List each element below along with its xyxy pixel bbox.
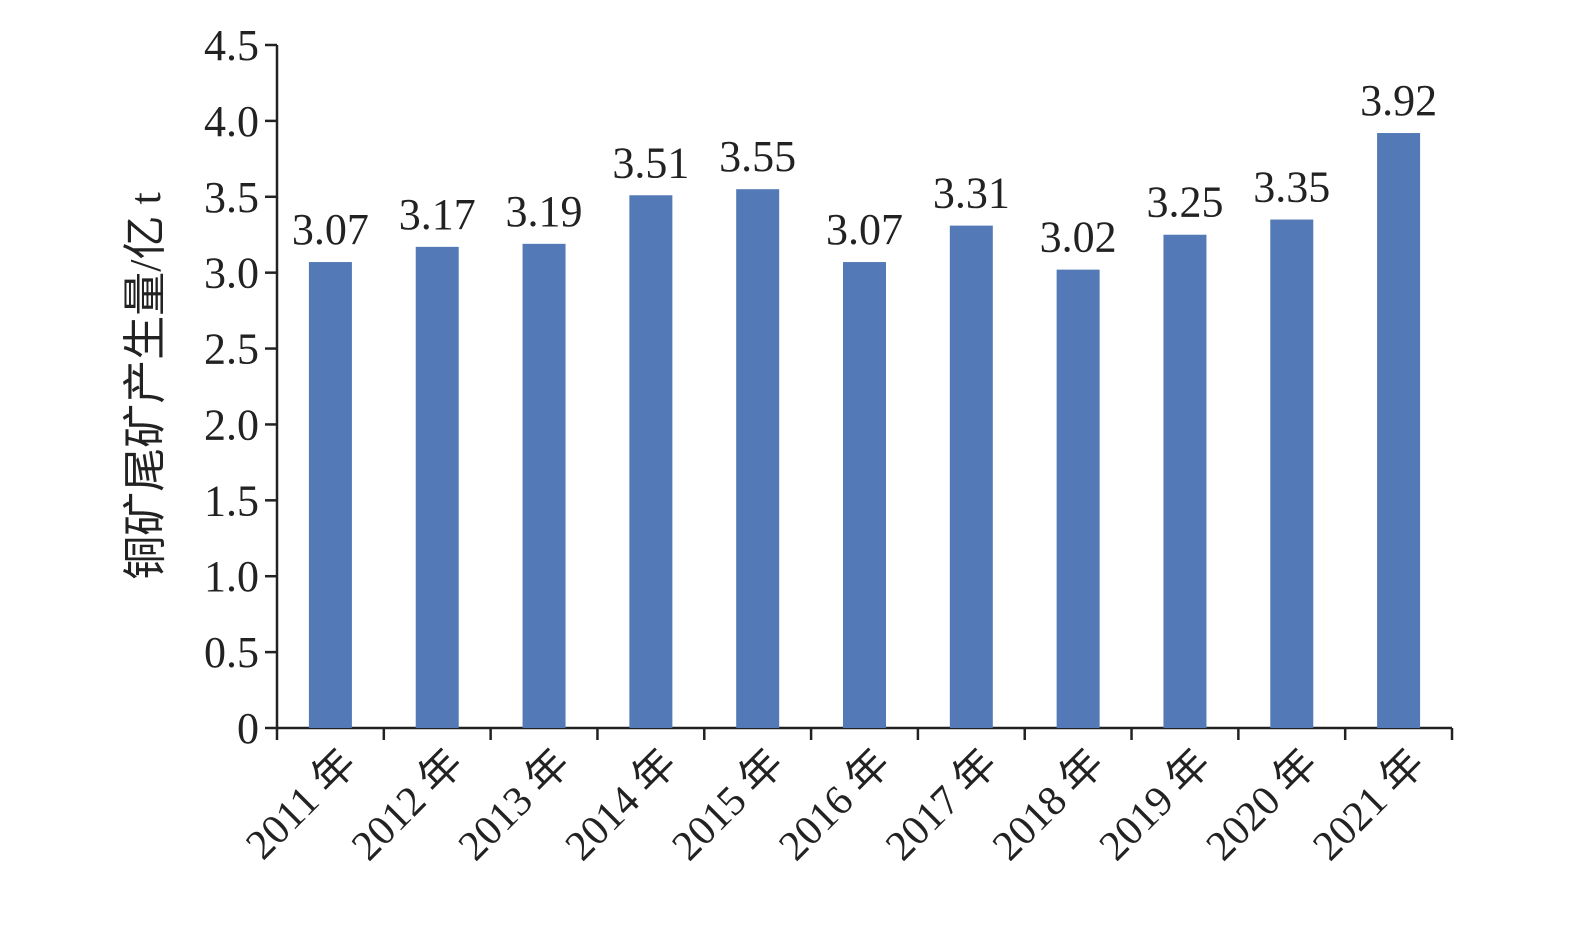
bar xyxy=(522,243,566,728)
x-tick-label: 2015 年 xyxy=(663,740,793,870)
bar xyxy=(949,225,993,729)
y-tick-label: 4.5 xyxy=(204,21,259,70)
x-tick-label: 2011 年 xyxy=(237,740,366,869)
data-label: 3.35 xyxy=(1253,163,1330,212)
bar xyxy=(415,246,459,728)
y-tick-label: 0 xyxy=(237,704,259,753)
x-tick-label: 2020 年 xyxy=(1197,740,1327,870)
x-tick-label: 2013 年 xyxy=(449,740,579,870)
data-label: 3.02 xyxy=(1040,213,1117,262)
x-tick-label: 2014 年 xyxy=(556,740,686,870)
y-tick-label: 2.0 xyxy=(204,400,259,449)
data-label: 3.07 xyxy=(292,205,369,254)
data-label: 3.17 xyxy=(399,190,476,239)
y-tick-label: 3.0 xyxy=(204,249,259,298)
y-tick-label: 0.5 xyxy=(204,628,259,677)
x-tick-label: 2016 年 xyxy=(770,740,900,870)
bar xyxy=(629,195,673,728)
bar xyxy=(1163,234,1207,728)
x-tick-label: 2018 年 xyxy=(983,740,1113,870)
data-label: 3.55 xyxy=(719,132,796,181)
y-tick-label: 4.0 xyxy=(204,97,259,146)
y-axis-label: 铜矿尾矿产生量/亿 t xyxy=(121,192,170,579)
data-label: 3.31 xyxy=(933,169,1010,218)
bar xyxy=(1377,133,1421,728)
x-tick-label: 2017 年 xyxy=(877,740,1007,870)
bar xyxy=(1270,219,1314,729)
x-tick-label: 2021 年 xyxy=(1304,740,1434,870)
bar xyxy=(308,262,352,728)
data-label: 3.25 xyxy=(1146,178,1223,227)
x-tick-label: 2012 年 xyxy=(343,740,473,870)
bar xyxy=(736,189,780,728)
y-tick-label: 1.0 xyxy=(204,552,259,601)
y-tick-label: 3.5 xyxy=(204,173,259,222)
x-tick-label: 2019 年 xyxy=(1090,740,1220,870)
data-label: 3.51 xyxy=(612,138,689,187)
data-label: 3.19 xyxy=(506,187,583,236)
y-tick-label: 1.5 xyxy=(204,476,259,525)
bar xyxy=(1056,269,1100,728)
data-label: 3.92 xyxy=(1360,76,1437,125)
bar xyxy=(843,262,886,728)
data-label: 3.07 xyxy=(826,205,903,254)
y-tick-label: 2.5 xyxy=(204,325,259,374)
